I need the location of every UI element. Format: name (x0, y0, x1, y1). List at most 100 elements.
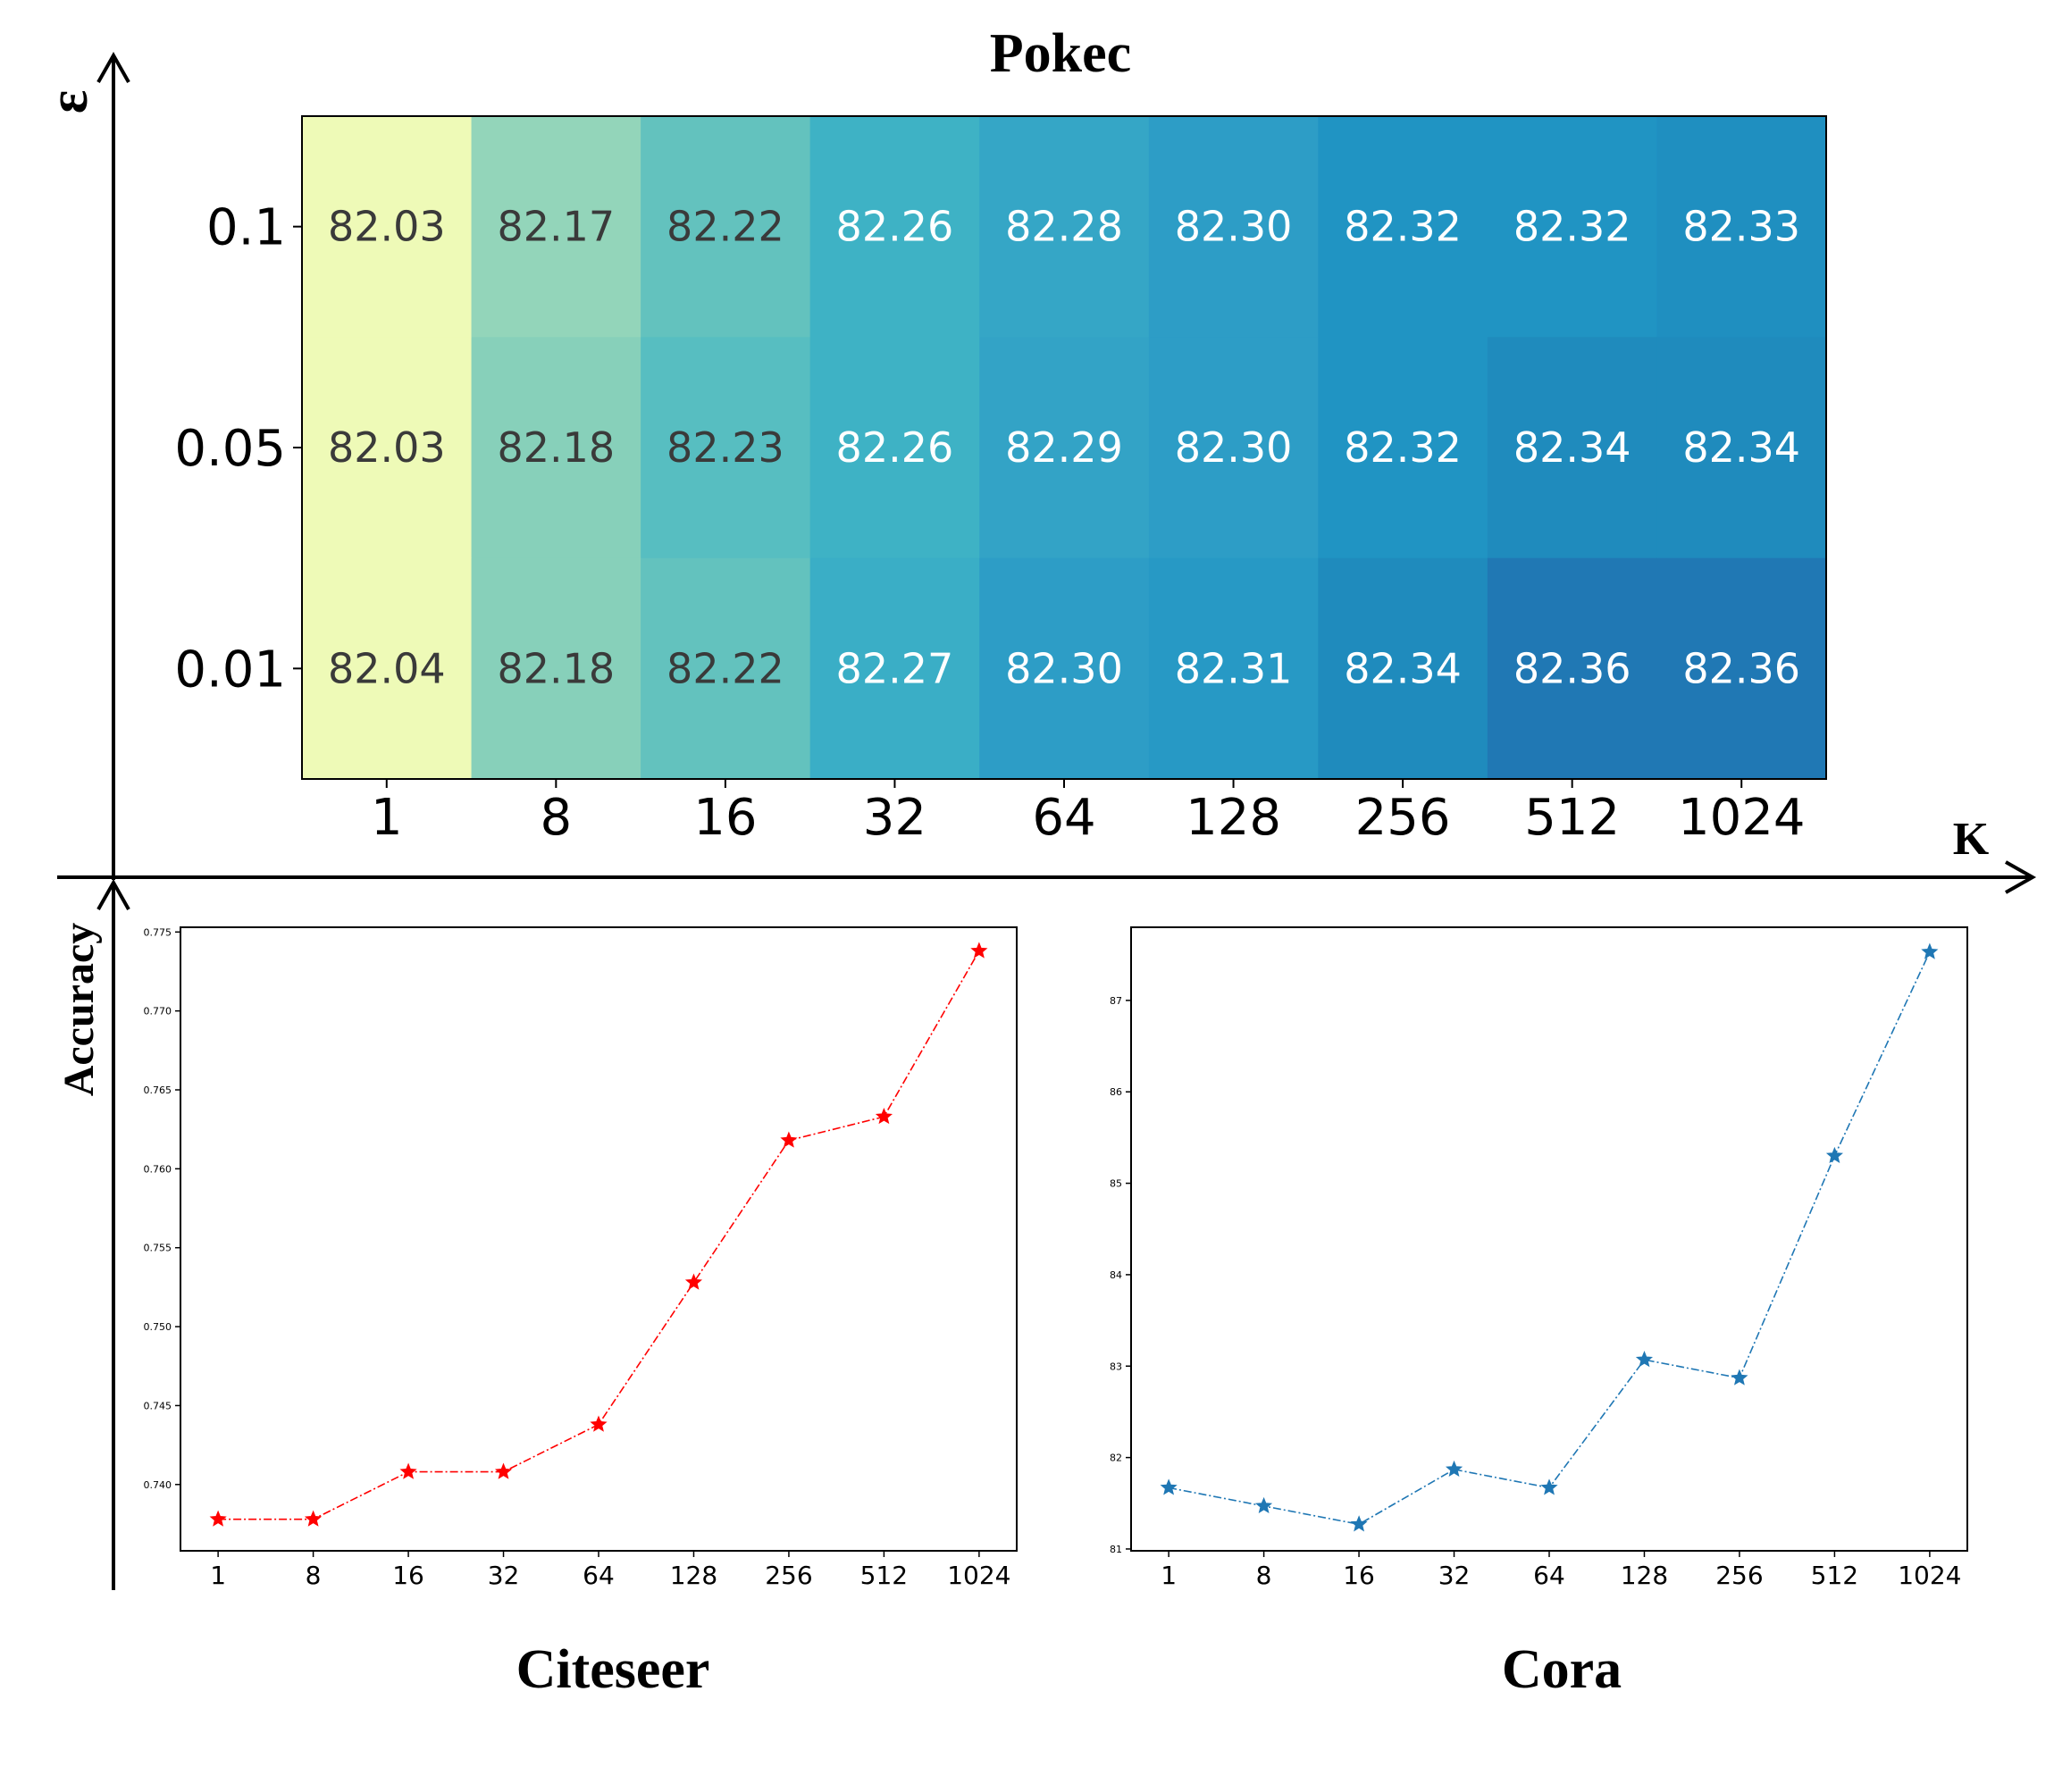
data-point-star (209, 1510, 227, 1527)
x-tick-label: 32 (488, 1561, 520, 1590)
heatmap-title: Pokec (990, 23, 1131, 84)
heatmap-cell-label: 82.30 (1175, 423, 1293, 472)
heatmap-cell-label: 82.04 (328, 644, 446, 692)
heatmap-cell (641, 337, 811, 559)
y-tick-label: 81 (1110, 1544, 1122, 1555)
data-point-star (780, 1131, 798, 1148)
x-tick-label: 256 (765, 1561, 812, 1590)
k-axis-arrowhead (2005, 860, 2037, 894)
heatmap-cell-label: 82.23 (667, 423, 784, 472)
x-tick-label: 16 (1343, 1561, 1375, 1590)
x-tick-label: 16 (392, 1561, 424, 1590)
citeseer-line-chart: 0.740 0.745 0.750 0.755 0.760 0.765 0.770 0.775… (144, 926, 1018, 1590)
heatmap-x-tick-label: 256 (1355, 789, 1451, 847)
heatmap-cell (1148, 337, 1319, 559)
heatmap-cell (1148, 557, 1319, 780)
heatmap-x-tick-label: 8 (541, 789, 573, 847)
heatmap-cell-label: 82.26 (836, 423, 954, 472)
heatmap-y-tick-label: 0.1 (206, 199, 286, 257)
y-tick-label: 0.760 (144, 1163, 172, 1175)
accuracy-axis-label: Accuracy (55, 923, 103, 1097)
heatmap-cell (471, 116, 641, 338)
heatmap-cell (471, 337, 641, 559)
data-point-star (1350, 1515, 1368, 1532)
x-tick-label: 1024 (1898, 1561, 1961, 1590)
heatmap-cell-label: 82.32 (1513, 203, 1631, 251)
data-point-star (1254, 1496, 1273, 1513)
heatmap-cell (1318, 557, 1488, 780)
heatmap-cell-label: 82.32 (1344, 423, 1462, 472)
accuracy-axis-arrowhead (96, 878, 130, 910)
x-tick-label: 8 (1256, 1561, 1272, 1590)
data-point-star (1635, 1351, 1654, 1368)
heatmap-cell (1487, 116, 1658, 338)
figure-axes (57, 51, 2037, 1590)
y-tick-label: 0.770 (144, 1006, 172, 1017)
y-tick-label: 87 (1110, 995, 1122, 1007)
heatmap-cell (809, 337, 980, 559)
heatmap-cell-label: 82.30 (1175, 203, 1293, 251)
heatmap-cell (1148, 116, 1319, 338)
heatmap-cell-label: 82.18 (497, 423, 615, 472)
heatmap-cell-label: 82.27 (836, 644, 954, 692)
heatmap-cell (1656, 337, 1827, 559)
x-tick-label: 512 (1811, 1561, 1858, 1590)
heatmap-cell (1656, 557, 1827, 780)
heatmap-y-tick-label: 0.05 (174, 420, 286, 478)
data-point-star (1731, 1369, 1748, 1386)
data-point-star (1540, 1478, 1558, 1495)
data-point-star (1160, 1478, 1178, 1495)
k-axis-label: K (1953, 814, 1990, 865)
heatmap-cell-label: 82.28 (1005, 203, 1123, 251)
heatmap-cell-label: 82.18 (497, 644, 615, 692)
y-tick-label: 84 (1110, 1269, 1122, 1281)
heatmap-x-tick-label: 32 (863, 789, 926, 847)
x-tick-label: 1 (210, 1561, 226, 1590)
y-tick-label: 0.745 (144, 1400, 172, 1411)
x-tick-label: 128 (1621, 1561, 1668, 1590)
heatmap-cell (1487, 557, 1658, 780)
citeseer-title: Citeseer (516, 1639, 710, 1700)
y-tick-label: 0.740 (144, 1479, 172, 1491)
heatmap-cell (809, 116, 980, 338)
data-point-star (495, 1462, 513, 1479)
x-tick-label: 512 (860, 1561, 908, 1590)
heatmap-cell (979, 557, 1150, 780)
y-tick-label: 86 (1110, 1086, 1122, 1098)
heatmap-cell-label: 82.17 (497, 203, 615, 251)
heatmap-cell (979, 337, 1150, 559)
pokec-heatmap: 82.03 82.17 82.22 82.26 82.28 82.30 82.32 82.32… (174, 115, 1827, 847)
heatmap-cell (1318, 116, 1488, 338)
heatmap-cell (302, 337, 473, 559)
heatmap-cell (641, 557, 811, 780)
y-tick-label: 0.775 (144, 926, 172, 938)
data-point-star (1825, 1146, 1844, 1163)
heatmap-cell (302, 116, 473, 338)
data-point-star (1445, 1460, 1463, 1478)
heatmap-cell (1656, 116, 1827, 338)
heatmap-cell-label: 82.22 (667, 644, 784, 692)
heatmap-x-tick-label: 1024 (1678, 789, 1806, 847)
epsilon-axis-label: ε (38, 90, 99, 114)
heatmap-y-tick-label: 0.01 (174, 641, 286, 699)
heatmap-cell (1487, 337, 1658, 559)
heatmap-x-tick-label: 16 (693, 789, 757, 847)
heatmap-x-tick-label: 512 (1524, 789, 1620, 847)
heatmap-cell (471, 557, 641, 780)
y-tick-label: 83 (1110, 1361, 1122, 1372)
heatmap-cell-label: 82.32 (1344, 203, 1462, 251)
x-tick-label: 1 (1161, 1561, 1177, 1590)
data-point-star (684, 1273, 703, 1290)
y-tick-label: 0.755 (144, 1243, 172, 1254)
heatmap-cell-label: 82.30 (1005, 644, 1123, 692)
heatmap-cell (979, 116, 1150, 338)
heatmap-cell-label: 82.03 (328, 423, 446, 472)
heatmap-cell (302, 557, 473, 780)
heatmap-cell-label: 82.36 (1513, 644, 1631, 692)
data-point-star (875, 1108, 893, 1125)
heatmap-cell (809, 557, 980, 780)
plot-frame (180, 926, 1018, 1552)
data-point-star (1921, 942, 1939, 959)
